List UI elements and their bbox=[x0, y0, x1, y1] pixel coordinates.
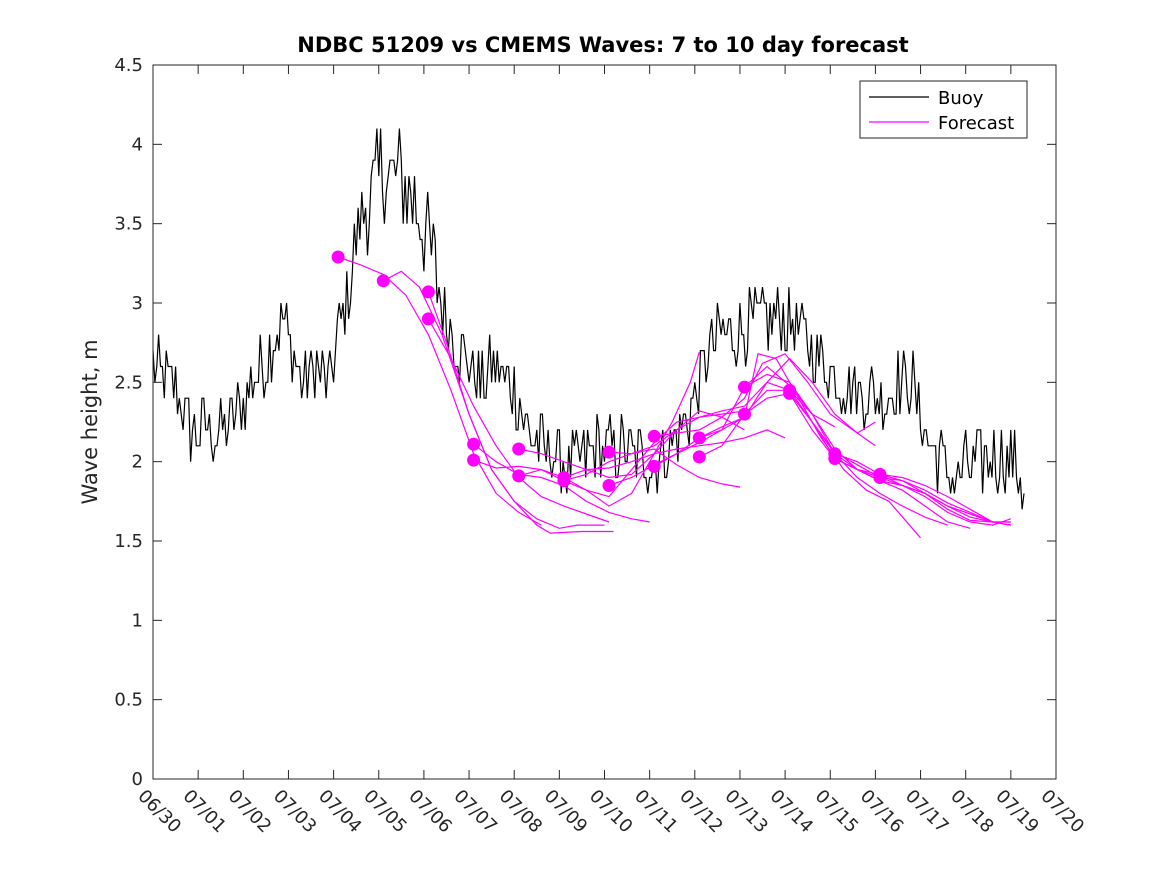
legend: Buoy Forecast bbox=[859, 80, 1028, 139]
forecast-marker bbox=[376, 274, 390, 288]
x-axis-ticks bbox=[152, 65, 1057, 779]
forecast-line bbox=[699, 365, 948, 526]
forecast-line bbox=[337, 256, 542, 526]
plot-area bbox=[153, 65, 1056, 779]
y-tick-label: 2.5 bbox=[114, 372, 143, 393]
forecast-marker bbox=[828, 452, 842, 465]
y-tick-label: 2 bbox=[132, 452, 143, 473]
forecast-marker bbox=[873, 471, 887, 484]
buoy-series bbox=[152, 128, 1025, 510]
y-tick-label: 3.5 bbox=[114, 214, 143, 235]
forecast-marker bbox=[421, 285, 435, 299]
forecast-marker bbox=[647, 459, 661, 473]
forecast-marker bbox=[331, 250, 345, 264]
forecast-marker bbox=[557, 474, 571, 488]
y-tick-label: 0 bbox=[132, 769, 143, 790]
y-tick-label: 3 bbox=[132, 293, 143, 314]
legend-forecast-label: Forecast bbox=[938, 113, 1014, 134]
forecast-marker bbox=[512, 469, 526, 483]
forecast-marker bbox=[602, 445, 616, 459]
forecast-line bbox=[427, 291, 614, 534]
forecast-line bbox=[608, 381, 836, 455]
legend-box bbox=[859, 80, 1028, 139]
legend-buoy-label: Buoy bbox=[938, 88, 984, 109]
forecast-marker bbox=[467, 437, 481, 451]
y-tick-label: 4.5 bbox=[114, 55, 143, 76]
axes-box bbox=[152, 64, 1057, 780]
y-tick-label: 0.5 bbox=[114, 690, 143, 711]
forecast-line bbox=[789, 393, 1011, 526]
chart-title: NDBC 51209 vs CMEMS Waves: 7 to 10 day f… bbox=[297, 33, 908, 57]
y-tick-label: 4 bbox=[132, 134, 143, 155]
forecast-line bbox=[518, 410, 745, 498]
y-tick-label: 1 bbox=[132, 610, 143, 631]
forecast-marker bbox=[738, 407, 751, 421]
forecast-marker bbox=[647, 429, 661, 443]
forecast-line bbox=[834, 453, 1011, 523]
forecast-marker bbox=[692, 450, 706, 464]
forecast-line bbox=[879, 473, 1011, 526]
buoy-line bbox=[152, 128, 1025, 510]
forecast-markers bbox=[331, 250, 887, 492]
y-tick-labels: 0 0.5 1 1.5 2 2.5 3 3.5 4 4.5 bbox=[114, 55, 143, 790]
forecast-line bbox=[654, 353, 876, 447]
y-tick-label: 1.5 bbox=[114, 531, 143, 552]
forecast-line bbox=[518, 410, 745, 479]
forecast-marker bbox=[421, 312, 435, 326]
forecast-marker bbox=[738, 380, 751, 394]
forecast-line bbox=[563, 429, 786, 479]
forecast-marker bbox=[602, 479, 616, 492]
forecast-marker bbox=[512, 442, 526, 456]
y-axis-label: Wave height, m bbox=[78, 339, 102, 504]
forecast-marker bbox=[692, 431, 706, 445]
forecast-marker bbox=[783, 386, 797, 400]
forecast-marker bbox=[467, 453, 481, 467]
forecast-line bbox=[473, 352, 700, 507]
forecast-line bbox=[563, 448, 741, 488]
